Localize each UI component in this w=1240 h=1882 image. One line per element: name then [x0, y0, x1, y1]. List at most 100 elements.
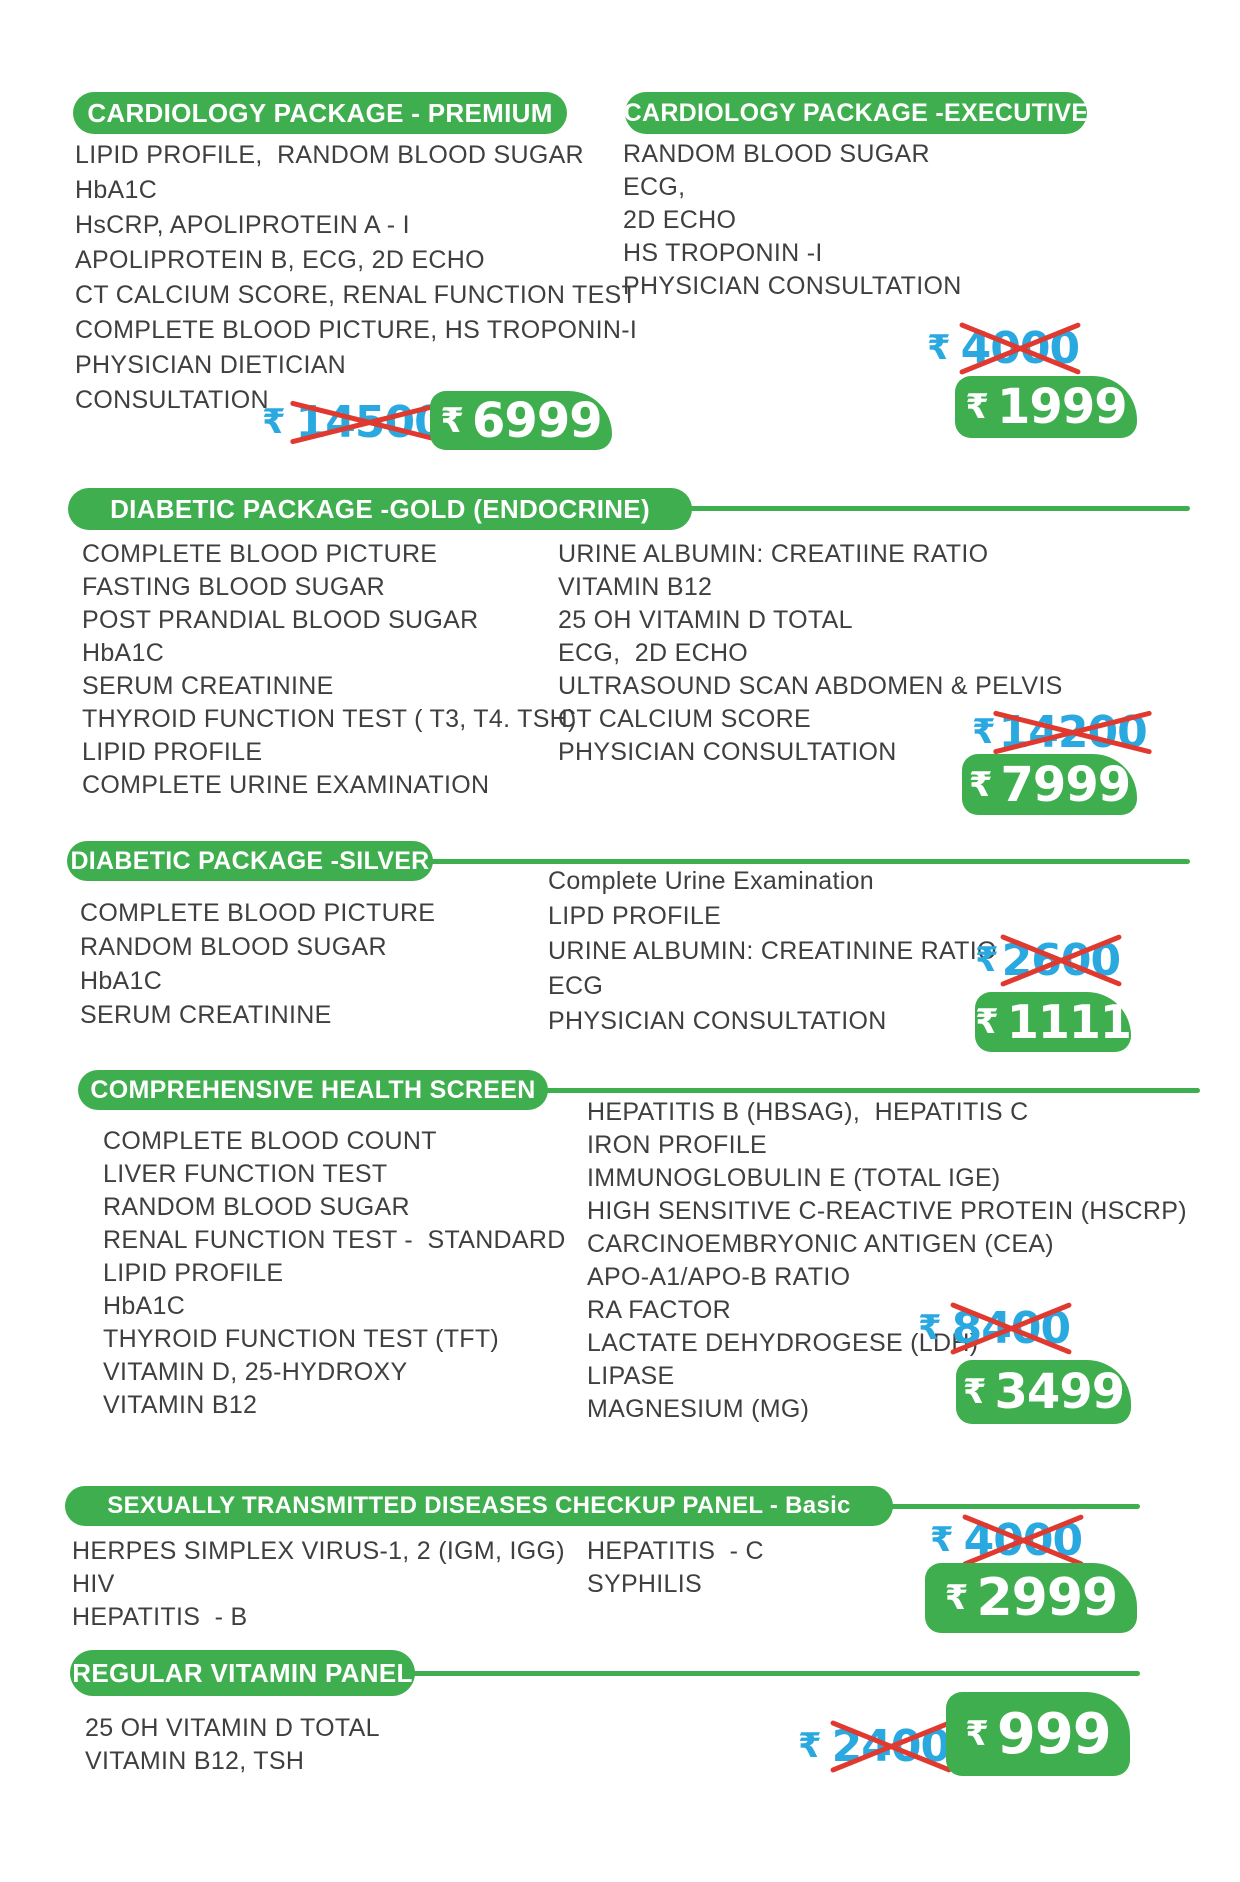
test-item: 25 OH VITAMIN D TOTAL: [85, 1714, 380, 1742]
test-item: VITAMIN B12, TSH: [85, 1747, 305, 1775]
original-price: ₹ 2400: [798, 1721, 951, 1772]
test-item: HbA1C: [75, 176, 158, 204]
test-item: SERUM CREATININE: [80, 1001, 332, 1029]
test-item: CT CALCIUM SCORE, RENAL FUNCTION TEST: [75, 281, 638, 309]
test-item: ECG,: [623, 173, 686, 201]
test-list-left: COMPLETE BLOOD PICTURE FASTING BLOOD SUG…: [82, 538, 577, 802]
test-item: COMPLETE BLOOD PICTURE: [80, 899, 436, 927]
test-list-left: COMPLETE BLOOD COUNT LIVER FUNCTION TEST…: [103, 1125, 566, 1422]
original-price-value: 8400: [951, 1302, 1071, 1354]
discounted-price-value: 1111: [1006, 995, 1132, 1049]
rupee-symbol: ₹: [975, 940, 999, 980]
discounted-price-value: 7999: [1000, 756, 1132, 813]
original-price: ₹ 4000: [927, 323, 1080, 374]
test-item: HsCRP, APOLIPROTEIN A - I: [75, 211, 410, 239]
test-item: HEPATITIS - C: [587, 1537, 764, 1565]
test-item: THYROID FUNCTION TEST ( T3, T4. TSH): [82, 705, 577, 733]
original-price: ₹ 14500: [262, 397, 445, 448]
discounted-price-pill: ₹ 6999: [430, 391, 612, 450]
test-item: HbA1C: [103, 1292, 186, 1320]
test-item: HIGH SENSITIVE C-REACTIVE PROTEIN (HSCRP…: [587, 1197, 1187, 1225]
header-rule: [888, 1504, 1140, 1509]
test-item: VITAMIN B12: [103, 1391, 258, 1419]
test-item: HEPATITIS B (HBSAG), HEPATITIS C: [587, 1098, 1029, 1126]
original-price-value: 2600: [1001, 934, 1121, 986]
test-item: LIPD PROFILE: [548, 902, 722, 930]
original-price-value: 14500: [295, 396, 445, 448]
discounted-price-pill: ₹ 1111: [975, 992, 1132, 1052]
test-item: IRON PROFILE: [587, 1131, 768, 1159]
test-item: 2D ECHO: [623, 206, 737, 234]
test-item: VITAMIN B12: [558, 573, 713, 601]
rupee-symbol: ₹: [965, 1714, 989, 1754]
test-item: HERPES SIMPLEX VIRUS-1, 2 (IGM, IGG): [72, 1537, 565, 1565]
test-list-right: Complete Urine Examination LIPD PROFILE …: [548, 864, 997, 1039]
rupee-symbol: ₹: [262, 402, 286, 442]
test-item: LIVER FUNCTION TEST: [103, 1160, 388, 1188]
test-item: COMPLETE BLOOD COUNT: [103, 1127, 437, 1155]
test-item: HS TROPONIN -I: [623, 239, 823, 267]
test-item: RANDOM BLOOD SUGAR: [80, 933, 387, 961]
test-item: URINE ALBUMIN: CREATININE RATIO: [548, 937, 997, 965]
original-price: ₹ 2600: [975, 935, 1121, 986]
test-list-left: COMPLETE BLOOD PICTURE RANDOM BLOOD SUGA…: [80, 896, 435, 1032]
test-list: RANDOM BLOOD SUGAR ECG, 2D ECHO HS TROPO…: [623, 138, 962, 303]
rupee-symbol: ₹: [965, 387, 990, 427]
discounted-price-pill: ₹ 999: [946, 1692, 1130, 1776]
package-title: DIABETIC PACKAGE -GOLD (ENDOCRINE): [68, 488, 692, 530]
test-item: CONSULTATION: [75, 386, 269, 414]
discounted-price-value: 999: [996, 1701, 1112, 1767]
test-item: CARCINOEMBRYONIC ANTIGEN (CEA): [587, 1230, 1054, 1258]
test-item: ECG: [548, 972, 604, 1000]
test-item: CT CALCIUM SCORE: [558, 705, 811, 733]
test-item: POST PRANDIAL BLOOD SUGAR: [82, 606, 479, 634]
test-item: IMMUNOGLOBULIN E (TOTAL IGE): [587, 1164, 1001, 1192]
test-item: PHYSICIAN CONSULTATION: [623, 272, 962, 300]
test-item: APO-A1/APO-B RATIO: [587, 1263, 851, 1291]
test-item: RANDOM BLOOD SUGAR: [103, 1193, 410, 1221]
discounted-price-pill: ₹ 1999: [955, 376, 1137, 438]
package-title: CARDIOLOGY PACKAGE - PREMIUM: [73, 92, 567, 134]
discounted-price-value: 3499: [994, 1364, 1126, 1420]
test-item: RANDOM BLOOD SUGAR: [623, 140, 930, 168]
test-item: ECG, 2D ECHO: [558, 639, 749, 667]
test-item: COMPLETE URINE EXAMINATION: [82, 771, 490, 799]
rupee-symbol: ₹: [975, 1002, 999, 1042]
test-item: HbA1C: [80, 967, 163, 995]
discounted-price-value: 1999: [997, 379, 1128, 435]
package-title: DIABETIC PACKAGE -SILVER: [67, 841, 433, 881]
test-item: Complete Urine Examination: [548, 867, 875, 895]
test-item: PHYSICIAN DIETICIAN: [75, 351, 347, 379]
rupee-symbol: ₹: [930, 1520, 954, 1560]
test-item: THYROID FUNCTION TEST (TFT): [103, 1325, 500, 1353]
rupee-symbol: ₹: [968, 764, 993, 805]
test-item: LACTATE DEHYDROGESE (LDH): [587, 1329, 979, 1357]
header-rule: [425, 859, 1190, 864]
rupee-symbol: ₹: [944, 1578, 969, 1618]
test-list: 25 OH VITAMIN D TOTAL VITAMIN B12, TSH: [85, 1712, 380, 1778]
test-item: ULTRASOUND SCAN ABDOMEN & PELVIS: [558, 672, 1063, 700]
rupee-symbol: ₹: [918, 1308, 942, 1348]
test-list-right: URINE ALBUMIN: CREATIINE RATIO VITAMIN B…: [558, 538, 1063, 769]
rupee-symbol: ₹: [962, 1372, 987, 1412]
test-item: FASTING BLOOD SUGAR: [82, 573, 385, 601]
test-item: URINE ALBUMIN: CREATIINE RATIO: [558, 540, 989, 568]
rupee-symbol: ₹: [927, 328, 951, 368]
discounted-price-value: 6999: [472, 392, 603, 449]
test-item: RENAL FUNCTION TEST - STANDARD: [103, 1226, 566, 1254]
original-price: ₹ 4000: [930, 1515, 1083, 1566]
test-item: HbA1C: [82, 639, 165, 667]
original-price-value: 14200: [998, 706, 1148, 758]
discounted-price-pill: ₹ 7999: [962, 754, 1137, 815]
test-item: PHYSICIAN CONSULTATION: [558, 738, 897, 766]
test-list-right: HEPATITIS - C SYPHILIS: [587, 1535, 764, 1601]
package-title: COMPREHENSIVE HEALTH SCREEN: [78, 1070, 548, 1110]
original-price: ₹ 8400: [918, 1303, 1071, 1354]
test-item: 25 OH VITAMIN D TOTAL: [558, 606, 853, 634]
original-price-value: 2400: [831, 1720, 951, 1772]
original-price-value: 4000: [963, 1514, 1083, 1566]
test-item: LIPID PROFILE: [82, 738, 263, 766]
package-title: SEXUALLY TRANSMITTED DISEASES CHECKUP PA…: [65, 1486, 893, 1526]
test-item: APOLIPROTEIN B, ECG, 2D ECHO: [75, 246, 485, 274]
